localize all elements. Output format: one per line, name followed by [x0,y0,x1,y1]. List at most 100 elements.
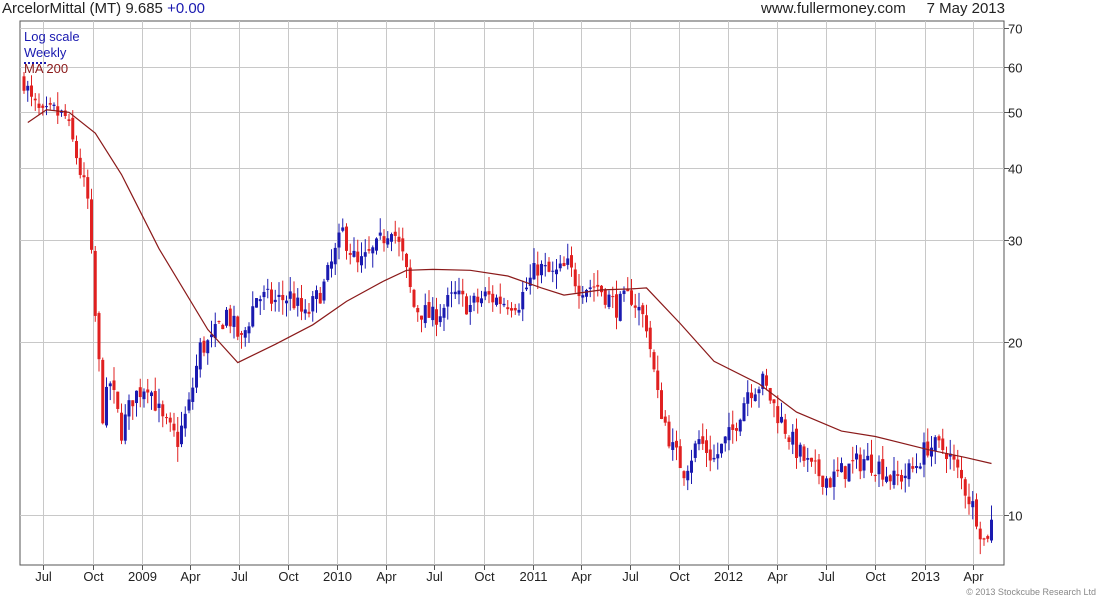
candle [705,429,708,468]
candle-body [611,296,615,298]
candle-body [22,76,26,91]
candle [465,293,468,315]
candle [270,282,273,312]
candle-body [232,315,236,327]
candle [472,292,476,312]
candle-body [787,437,791,442]
y-tick-label: 70 [1008,22,1022,37]
candle-body [483,291,487,297]
candle-body [592,286,596,288]
candle-body [543,265,547,267]
candle [120,403,123,445]
candle-body [978,528,982,540]
candle-body [146,389,150,393]
candle [978,521,982,555]
price-label: 9.685 [125,0,163,17]
candle [585,288,588,303]
candle-body [168,417,172,423]
candle [828,476,832,488]
candle [480,290,483,307]
candle-body [45,106,48,108]
candle-body [120,412,123,441]
candle [952,444,956,471]
candle-body [116,391,120,409]
ma-200-line [27,109,992,465]
candle-body [401,238,405,252]
candle-body [213,324,217,339]
candle [855,445,858,469]
candle [847,463,851,482]
candle [967,483,971,515]
candle [315,285,318,313]
candle [791,424,795,455]
candle-body [941,438,945,451]
candle [573,262,577,293]
candle-body [915,466,918,468]
candle-body [723,436,727,444]
candle-body [558,263,562,269]
candle [262,285,266,310]
candle [817,453,821,485]
candle [191,377,195,410]
candle-body [296,297,300,306]
site-link[interactable]: www.fullermoney.com [761,0,906,17]
candle-body [795,428,798,459]
candle [393,220,397,244]
candle [907,459,911,487]
x-tick-label: Oct [278,569,299,584]
candle [491,285,495,312]
candle-body [847,463,851,482]
candle [866,443,870,461]
candle [896,460,900,486]
candle [322,278,326,304]
candle [570,246,573,277]
candle-body [506,307,510,310]
candle-body [247,326,251,334]
candle-body [948,453,952,457]
candle-body [716,454,720,459]
candle [131,400,135,420]
candle [318,286,322,304]
candle [176,417,180,462]
candle-body [881,459,885,480]
candle-body [472,295,476,303]
candle [562,256,566,267]
candle-body [30,85,33,97]
candle-body [345,226,348,251]
candle-body [416,308,420,313]
candle [663,410,667,426]
candle [390,232,393,252]
candle [551,261,555,283]
candle-body [176,431,180,447]
candle-body [562,263,566,267]
candle-body [322,281,326,301]
candle-body [318,292,322,304]
candle [258,295,262,315]
candle [600,284,603,297]
candle-body [761,373,765,389]
candle [337,223,341,260]
candle-body [652,352,656,370]
candle [307,302,311,318]
candle [90,188,93,254]
candle-body [926,441,930,456]
candle [371,245,375,268]
candle [712,444,716,463]
candle [487,277,491,304]
candle-body [630,290,633,305]
candle [922,432,926,478]
candle-body [952,454,956,460]
y-tick-label: 20 [1008,336,1022,351]
candle [918,462,922,470]
candle-body [600,285,603,293]
candle-body [690,460,693,473]
candle-body [862,459,866,471]
candle-body [712,457,716,460]
candle [806,447,810,472]
candle [285,295,288,317]
candle-body [780,416,783,423]
x-tick-label: 2013 [911,569,940,584]
candle [693,440,697,463]
x-tick-label: Apr [767,569,788,584]
x-tick-label: Oct [865,569,886,584]
